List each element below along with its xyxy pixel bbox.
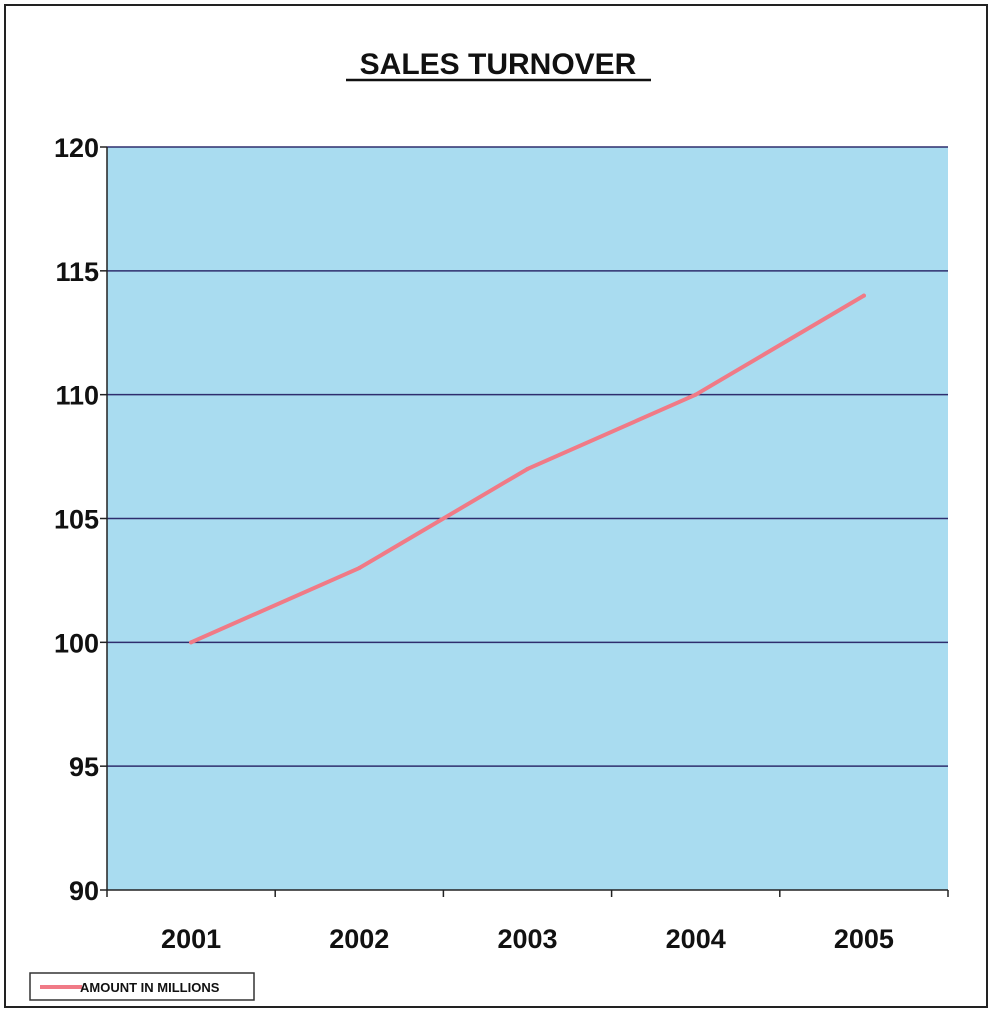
y-axis-ticks: 90 95 100 105 110 115 120 (54, 133, 107, 906)
data-point-2002 (357, 566, 362, 571)
y-tick-label-120: 120 (54, 133, 99, 163)
data-point-2003 (525, 466, 530, 471)
gridlines (107, 146, 948, 767)
data-point-2004 (693, 392, 698, 397)
data-point-2001 (189, 640, 194, 645)
x-tick-label-2005: 2005 (834, 924, 894, 954)
y-tick-label-105: 105 (54, 505, 99, 535)
x-tick-label-2003: 2003 (497, 924, 557, 954)
y-tick-label-115: 115 (55, 257, 99, 287)
y-tick-label-90: 90 (69, 876, 99, 906)
legend-label: AMOUNT IN MILLIONS (80, 980, 220, 995)
x-tick-label-2002: 2002 (329, 924, 389, 954)
x-tick-label-2001: 2001 (161, 924, 221, 954)
chart-title: SALES TURNOVER (360, 48, 637, 81)
x-axis-ticks: 2001 2002 2003 2004 2005 (106, 890, 949, 954)
legend: AMOUNT IN MILLIONS (29, 972, 255, 1001)
series-lines (189, 293, 866, 645)
x-tick-label-2004: 2004 (666, 924, 726, 954)
data-point-2005 (861, 293, 866, 298)
y-tick-label-95: 95 (69, 752, 99, 782)
y-tick-label-100: 100 (54, 628, 99, 658)
y-tick-label-110: 110 (55, 381, 99, 411)
